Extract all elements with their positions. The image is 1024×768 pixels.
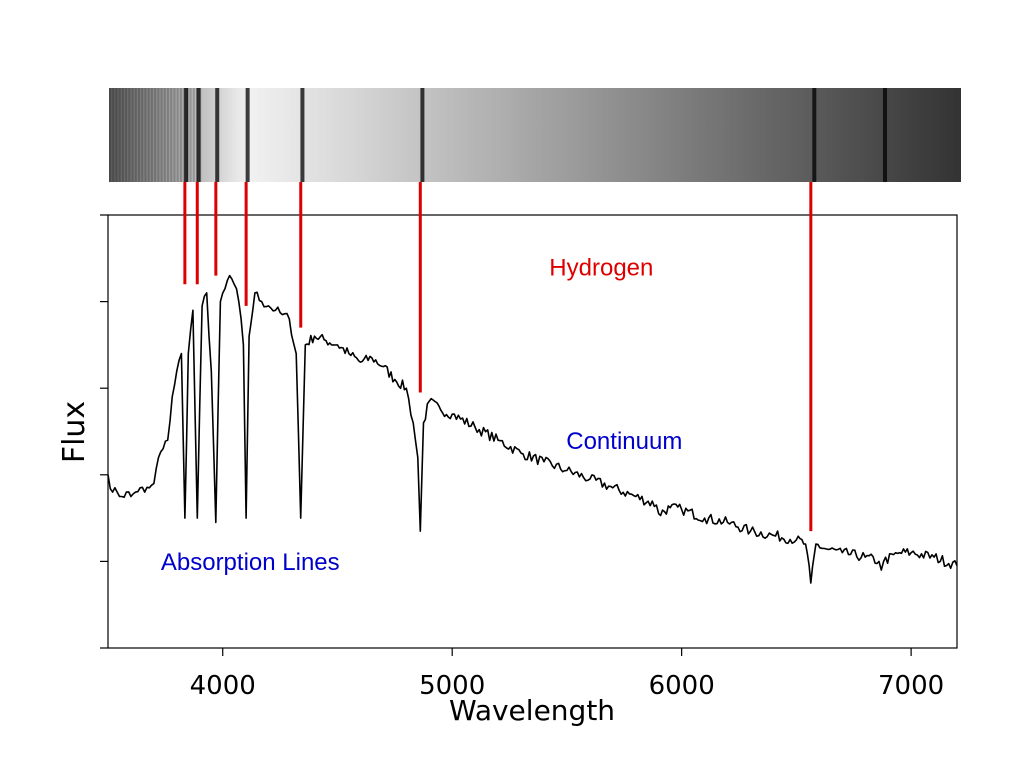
- annotation-label: Continuum: [566, 428, 682, 455]
- axis-ticks: 4000 5000 6000 7000: [100, 214, 944, 701]
- spectrum-strip: [109, 88, 961, 182]
- annotation-label: Absorption Lines: [161, 549, 340, 576]
- strip-absorption-line: [300, 88, 305, 182]
- strip-striation: [115, 88, 118, 182]
- x-tick-label: 6000: [649, 671, 715, 701]
- strip-background: [109, 88, 961, 182]
- strip-absorption-line: [184, 88, 189, 182]
- strip-striation: [121, 88, 124, 182]
- x-tick-label: 5000: [419, 671, 485, 701]
- strip-absorption-line: [196, 88, 201, 182]
- strip-striation: [179, 88, 182, 182]
- plot-frame: [107, 214, 958, 649]
- strip-striation: [141, 88, 144, 182]
- strip-striation: [160, 88, 163, 182]
- strip-striation: [173, 88, 176, 182]
- strip-striation: [157, 88, 160, 182]
- x-tick-label: 7000: [878, 671, 944, 701]
- x-tick-label: 4000: [190, 671, 256, 701]
- strip-striation: [154, 88, 157, 182]
- annotation-label: Hydrogen: [549, 255, 653, 282]
- series-layer: [107, 274, 958, 584]
- strip-absorption-line: [420, 88, 425, 182]
- strip-striation: [163, 88, 166, 182]
- strip-absorption-line: [883, 88, 888, 182]
- strip-striation: [131, 88, 134, 182]
- strip-striation: [138, 88, 141, 182]
- strip-striation: [192, 88, 195, 182]
- x-axis-title: Wavelength: [449, 694, 615, 727]
- strip-striation: [170, 88, 173, 182]
- strip-absorption-line: [215, 88, 220, 182]
- strip-absorption-line: [245, 88, 250, 182]
- strip-striation: [147, 88, 150, 182]
- strip-striation: [144, 88, 147, 182]
- flux-series-line: [107, 274, 958, 584]
- strip-absorption-line: [812, 88, 817, 182]
- strip-striation: [167, 88, 170, 182]
- strip-striation: [125, 88, 128, 182]
- strip-striation: [112, 88, 115, 182]
- hydrogen-line-markers: [183, 182, 813, 532]
- strip-striation: [118, 88, 121, 182]
- strip-striation: [134, 88, 137, 182]
- strip-striation: [109, 88, 111, 182]
- y-axis-title: Flux: [57, 401, 92, 463]
- strip-striation: [150, 88, 153, 182]
- strip-striation: [176, 88, 179, 182]
- annotations: Hydrogen Continuum Absorption Lines: [161, 255, 682, 576]
- strip-striation: [189, 88, 192, 182]
- strip-striation: [128, 88, 131, 182]
